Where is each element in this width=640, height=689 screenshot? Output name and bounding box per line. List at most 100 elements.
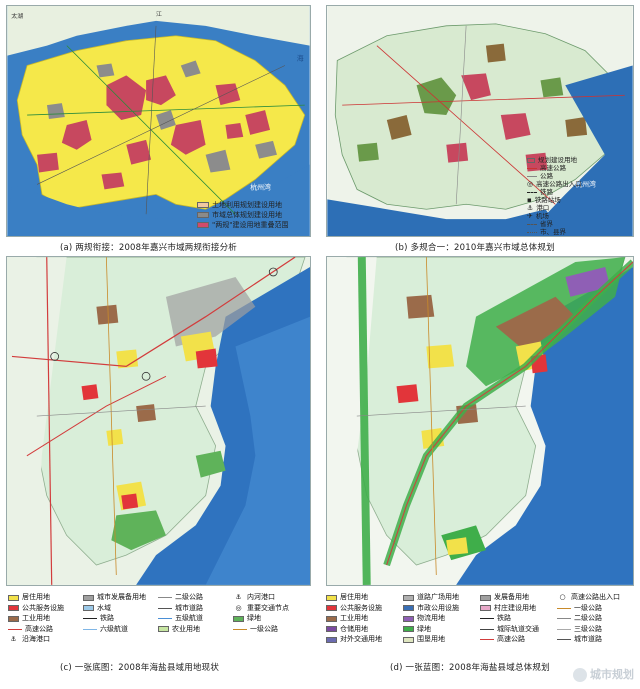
map-a-label-taihu: 太湖 [11, 12, 23, 20]
map-panel-a: 太湖 江 海 杭州湾 土地利用规划建设用地 市域总体规划建设用地 "两规"建设用… [6, 5, 311, 237]
legend-item: 一级公路 [233, 624, 278, 635]
legend-swatch [233, 615, 244, 622]
legend-line [527, 223, 537, 225]
legend-label: 围垦用地 [417, 635, 445, 643]
legend-label: 内河港口 [247, 593, 275, 601]
legend-swatch [326, 594, 337, 601]
legend-label: 铁路 [497, 614, 511, 622]
legend-c: 居住用地 城市发展备用地 二级公路 ⚓ 内河港口公共服务设施 水域 城市道路 ◎ 重要交通节点工… [8, 592, 308, 645]
legend-swatch [197, 202, 209, 208]
legend-line [480, 628, 494, 630]
map-b-legend-item: 公路 [527, 172, 582, 180]
legend-line [158, 607, 172, 609]
legend-item: 工业用地 [8, 613, 50, 624]
legend-label: "两规"建设用地重叠范围 [212, 221, 289, 229]
legend-symbol-icon: ○ [559, 593, 566, 601]
legend-label: 公共服务设施 [340, 603, 382, 612]
legend-swatch [480, 594, 491, 601]
legend-line [8, 628, 22, 630]
legend-label: 二级公路 [175, 593, 203, 601]
map-a-label-river: 江 [156, 11, 162, 18]
legend-line [557, 628, 571, 630]
legend-item: 二级公路 [158, 592, 203, 603]
legend-item: 城市道路 [557, 634, 602, 645]
legend-item: 二级公路 [557, 613, 602, 624]
legend-item: ⚓ 沿海港口 [8, 634, 50, 645]
map-b-legend: 规划建设用地 高速公路 公路 ◎ 高速公路出入口 铁路 ▪ 铁路站场 ⚓ 港口 ✈ 机场… [527, 156, 582, 236]
legend-label: 道路广场用地 [417, 593, 459, 601]
legend-swatch [197, 222, 209, 228]
legend-item: 工业用地 [326, 613, 368, 624]
legend-label: 机场 [535, 212, 549, 220]
legend-symbol-icon: ⚓ [10, 635, 17, 643]
map-b-legend-item: ◎ 高速公路出入口 [527, 180, 582, 188]
legend-swatch [403, 605, 414, 611]
watermark: 城市规划 [573, 666, 634, 682]
legend-item: 三级公路 [557, 624, 602, 635]
map-b-label-bay: 杭州湾 [575, 179, 596, 188]
caption-a: (a) 两规衔接：2008年嘉兴市域两规衔接分析 [60, 243, 237, 253]
legend-item: 市政公用设施 [403, 603, 459, 614]
legend-label: 六级航道 [100, 624, 128, 633]
legend-item: 铁路 [480, 613, 511, 624]
legend-label: 发展备用地 [494, 593, 529, 601]
legend-label: 铁路 [100, 614, 114, 622]
legend-item: 居住用地 [8, 592, 50, 603]
legend-item: ◎ 重要交通节点 [233, 603, 289, 614]
legend-item: 绿地 [403, 624, 431, 635]
map-b-legend-item: ▪ 铁路站场 [527, 196, 582, 204]
legend-label: 绿地 [247, 614, 261, 622]
legend-label: 市域总体规划建设用地 [212, 211, 282, 219]
legend-label: 二级公路 [574, 614, 602, 622]
legend-item: 高速公路 [8, 624, 53, 635]
legend-label: 公路 [540, 172, 553, 180]
legend-item: 铁路 [83, 613, 114, 624]
legend-label: 居住用地 [340, 593, 368, 601]
map-b-legend-item: 高速公路 [527, 164, 582, 172]
legend-swatch [326, 615, 337, 622]
legend-line [527, 191, 537, 193]
legend-label: 一级公路 [250, 624, 278, 633]
legend-label: 五级航道 [175, 614, 203, 622]
legend-label: 规划建设用地 [538, 156, 577, 164]
map-b-legend-item: 铁路 [527, 188, 582, 196]
watermark-logo-icon [573, 668, 587, 682]
legend-item: 公共服务设施 [8, 603, 64, 614]
legend-line [527, 231, 537, 233]
map-a-legend: 土地利用规划建设用地 市域总体规划建设用地 "两规"建设用地重叠范围 [197, 200, 288, 230]
map-a-label-sea: 海 [297, 54, 304, 63]
legend-item: 公共服务设施 [326, 603, 382, 614]
legend-swatch [403, 615, 414, 622]
legend-swatch [8, 615, 19, 622]
legend-label: 城市道路 [175, 603, 203, 612]
legend-label: 港口 [536, 204, 550, 212]
watermark-text: 城市规划 [590, 668, 634, 681]
legend-label: 高速公路 [25, 624, 53, 633]
legend-item: 对外交通用地 [326, 634, 382, 645]
legend-line [480, 639, 494, 640]
legend-swatch [480, 605, 491, 611]
legend-label: 三级公路 [574, 624, 602, 633]
legend-symbol-icon: ◎ [235, 603, 242, 612]
legend-label: 铁路 [540, 188, 553, 196]
map-b-legend-item: 规划建设用地 [527, 156, 582, 164]
legend-swatch [326, 636, 337, 643]
map-a-legend-item: 市域总体规划建设用地 [197, 210, 288, 220]
legend-swatch [326, 605, 337, 611]
legend-symbol: ✈ [527, 212, 533, 220]
legend-item: 围垦用地 [403, 634, 445, 645]
legend-line [527, 175, 537, 177]
legend-item: 高速公路 [480, 634, 525, 645]
legend-line [158, 618, 172, 619]
legend-item: 绿地 [233, 613, 261, 624]
legend-swatch [83, 605, 94, 611]
legend-label: 公共服务设施 [22, 603, 64, 612]
legend-item: 城市发展备用地 [83, 592, 146, 603]
legend-label: 一级公路 [574, 603, 602, 612]
map-d-canvas [327, 257, 633, 585]
legend-swatch [158, 626, 169, 632]
legend-label: 铁路站场 [534, 196, 561, 204]
legend-label: 水域 [97, 603, 111, 612]
legend-symbol: ◎ [527, 180, 534, 188]
map-b-canvas: 杭州湾 [327, 6, 633, 236]
